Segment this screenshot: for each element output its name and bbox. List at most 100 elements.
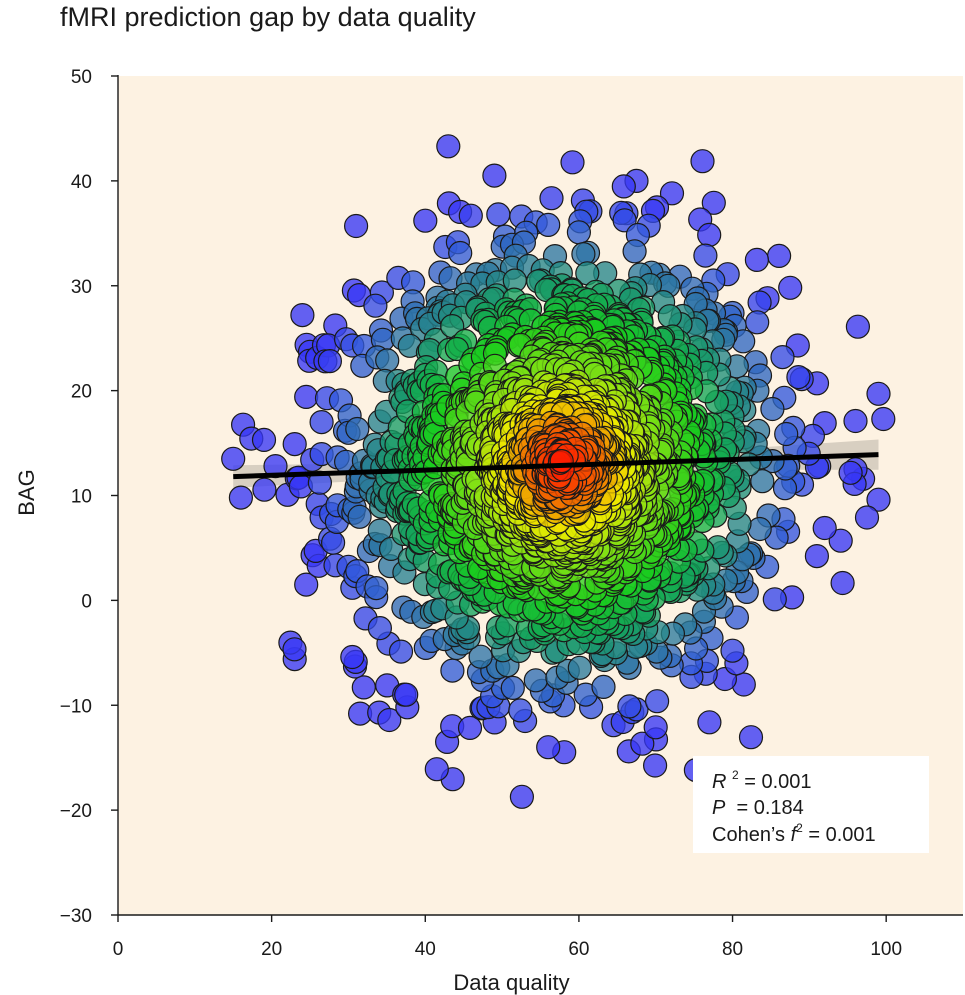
data-point	[611, 174, 636, 199]
data-point	[762, 587, 787, 612]
data-point	[321, 530, 346, 555]
data-point	[228, 485, 253, 510]
data-point	[375, 348, 400, 373]
data-point	[643, 715, 668, 740]
data-point	[697, 222, 722, 247]
data-point	[363, 293, 388, 318]
y-tick-label: 50	[71, 67, 92, 88]
data-point	[778, 275, 803, 300]
y-tick-label: 40	[71, 172, 92, 193]
data-point	[591, 674, 616, 700]
data-point	[294, 572, 319, 597]
data-point	[766, 243, 792, 268]
data-point	[566, 220, 592, 245]
cohens-label: Cohen’s	[712, 824, 791, 846]
p-value-stat: P = 0.184	[712, 797, 804, 819]
data-point	[549, 449, 574, 474]
data-point	[351, 675, 376, 700]
data-point	[388, 639, 414, 664]
stats-box: R 2 = 0.001 P = 0.184 Cohen’s f2 = 0.001	[693, 756, 929, 853]
data-point	[367, 615, 392, 641]
data-point	[509, 784, 535, 809]
p-symbol: P	[712, 797, 726, 819]
data-point	[738, 725, 764, 750]
points-layer	[221, 134, 896, 809]
data-point	[536, 735, 561, 760]
data-point	[567, 655, 592, 680]
data-point	[770, 345, 795, 370]
data-point	[436, 134, 461, 159]
data-point	[701, 190, 726, 215]
data-point	[745, 310, 770, 335]
y-tick-label: 30	[71, 277, 92, 298]
data-point	[657, 304, 682, 329]
data-point	[500, 675, 525, 701]
x-tick-label: 80	[722, 939, 743, 960]
r-squared-value: = 0.001	[744, 771, 811, 793]
data-point	[659, 181, 685, 206]
data-point	[830, 570, 855, 596]
data-point	[690, 149, 715, 174]
data-point	[340, 644, 365, 670]
data-point	[508, 698, 533, 723]
y-tick-label: −30	[60, 906, 92, 927]
data-point	[457, 715, 483, 741]
data-point	[804, 543, 830, 569]
data-point	[786, 365, 811, 390]
f-squared-superscript: 2	[796, 821, 803, 835]
data-point	[413, 208, 438, 233]
data-point	[617, 694, 642, 719]
regression-line-layer	[233, 452, 879, 480]
data-point	[720, 638, 745, 663]
data-point	[317, 349, 342, 374]
x-tick-label: 40	[415, 939, 436, 960]
data-point	[845, 314, 871, 339]
data-point	[290, 303, 315, 328]
data-point	[539, 186, 564, 211]
data-point	[251, 427, 277, 452]
x-tick-label: 60	[568, 939, 589, 960]
data-point	[866, 381, 891, 406]
data-point	[347, 504, 372, 529]
data-point	[221, 446, 246, 471]
data-point	[309, 410, 334, 435]
data-point	[394, 682, 419, 707]
data-point	[282, 432, 307, 457]
data-point	[367, 518, 392, 543]
data-point	[838, 460, 863, 485]
data-point	[843, 408, 868, 434]
data-point	[482, 163, 507, 188]
y-tick-label: −20	[60, 801, 92, 822]
data-point	[523, 668, 548, 693]
y-tick-label: 10	[71, 487, 92, 508]
data-point	[871, 406, 896, 432]
cohens-f2-stat: Cohen’s f2 = 0.001	[712, 821, 876, 846]
data-point	[458, 203, 483, 228]
chart-title: fMRI prediction gap by data quality	[60, 2, 476, 32]
data-point	[854, 505, 880, 530]
stats-box-background	[693, 756, 929, 853]
data-point	[560, 150, 585, 175]
data-point	[377, 707, 402, 733]
r-squared-symbol: R	[712, 771, 726, 793]
data-point	[693, 243, 718, 268]
data-point	[252, 477, 277, 502]
data-point	[468, 644, 493, 669]
data-point	[760, 396, 785, 422]
data-point	[866, 487, 891, 512]
data-point	[448, 240, 473, 266]
r-squared-stat: R 2 = 0.001	[712, 762, 812, 793]
data-point	[622, 239, 647, 264]
data-point	[440, 658, 465, 683]
data-point	[344, 213, 369, 239]
data-point	[747, 516, 772, 542]
x-tick-label: 20	[261, 939, 282, 960]
data-point	[424, 757, 449, 782]
y-tick-label: 0	[81, 591, 92, 612]
data-point	[294, 384, 319, 409]
data-point	[828, 528, 853, 553]
r-squared-superscript: 2	[732, 768, 739, 782]
data-point	[697, 710, 722, 735]
